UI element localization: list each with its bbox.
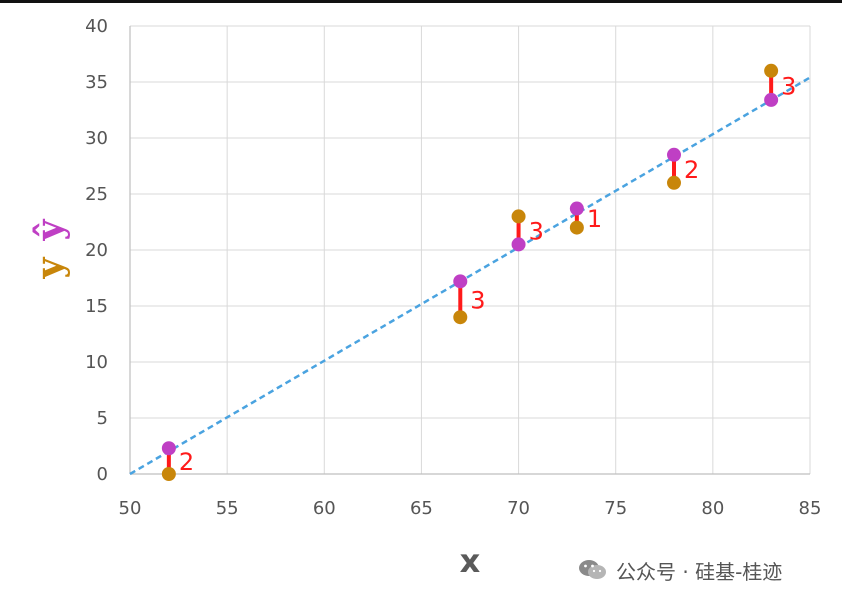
y-tick-label: 30	[85, 128, 108, 149]
actual-point	[667, 175, 681, 190]
predicted-point	[569, 201, 584, 216]
y-tick-label: 15	[85, 296, 108, 317]
predicted-point	[453, 274, 468, 289]
residual-label: 2	[684, 156, 699, 184]
x-tick-label: 80	[701, 498, 724, 519]
residual-label: 3	[781, 72, 796, 100]
axes	[129, 26, 810, 475]
predicted-point	[667, 147, 681, 162]
x-tick-label: 70	[507, 498, 530, 519]
y-tick-label: 40	[85, 16, 108, 37]
residual-bars	[166, 70, 774, 474]
x-tick-label: 50	[119, 498, 142, 519]
x-axis-label: x	[460, 542, 481, 580]
wechat-icon	[578, 559, 608, 581]
y-tick-label: 25	[85, 184, 108, 205]
y-axis-label-actual: y	[29, 256, 71, 279]
data-points	[161, 63, 779, 481]
x-tick-labels: 50 55 60 65 70 75 80 85	[119, 498, 822, 519]
actual-point	[764, 63, 779, 78]
y-tick-label: 10	[85, 352, 108, 373]
y-tick-labels: 0 5 10 15 20 25 30 35 40	[85, 16, 108, 485]
residual-label: 3	[470, 286, 485, 314]
actual-point	[569, 220, 584, 235]
regression-line	[129, 76, 811, 476]
top-border	[0, 0, 842, 3]
x-tick-label: 55	[216, 498, 239, 519]
predicted-point	[764, 92, 779, 107]
y-tick-label: 20	[85, 240, 108, 261]
grid-lines	[130, 25, 811, 474]
predicted-point	[161, 441, 176, 456]
watermark-text: 公众号 · 硅基-桂迹	[616, 559, 783, 584]
residual-labels: 2 3 3 1 2 3	[179, 72, 797, 476]
x-tick-label: 75	[604, 498, 627, 519]
watermark: 公众号 · 硅基-桂迹	[578, 556, 782, 584]
residual-label: 2	[179, 448, 194, 476]
residual-label: 3	[529, 217, 544, 245]
residual-label: 1	[587, 205, 602, 233]
y-tick-label: 0	[97, 464, 108, 485]
x-tick-label: 85	[799, 498, 822, 519]
x-tick-label: 65	[410, 498, 433, 519]
y-axis-label-predicted: ŷ	[29, 218, 71, 241]
y-tick-label: 35	[85, 72, 108, 93]
actual-point	[511, 209, 526, 224]
predicted-point	[511, 237, 526, 252]
actual-point	[453, 310, 468, 325]
y-tick-label: 5	[97, 408, 108, 429]
actual-point	[161, 467, 176, 481]
x-tick-label: 60	[313, 498, 336, 519]
